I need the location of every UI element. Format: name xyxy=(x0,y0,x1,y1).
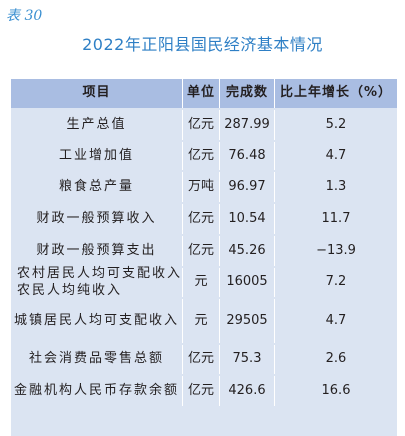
row-growth: 1.3 xyxy=(274,172,397,202)
economic-data-table: 项目 单位 完成数 比上年增长（%） 生产总值 亿元 287.99 5.2 工业… xyxy=(11,79,397,436)
row-growth: 2.6 xyxy=(274,345,397,374)
row-unit: 亿元 xyxy=(182,345,219,374)
row-item: 金融机构人民币存款余额 xyxy=(13,382,179,398)
row-growth: 4.7 xyxy=(274,299,397,343)
header-growth: 比上年增长（%） xyxy=(274,79,397,108)
row-unit: 亿元 xyxy=(182,142,219,170)
row-value: 96.97 xyxy=(219,172,274,202)
row-growth: 16.6 xyxy=(274,376,397,406)
row-unit: 亿元 xyxy=(182,204,219,234)
row-item: 财政一般预算收入 xyxy=(36,210,157,226)
row-growth: 11.7 xyxy=(274,204,397,234)
row-unit: 亿元 xyxy=(182,236,219,266)
row-growth: 4.7 xyxy=(274,142,397,170)
row-growth: 7.2 xyxy=(274,268,397,297)
table-number-label: 表 30 xyxy=(6,8,43,24)
row-item-line2: 农民人均纯收入 xyxy=(17,282,123,298)
row-value: 287.99 xyxy=(219,110,274,140)
row-value: 29505 xyxy=(219,299,274,343)
row-unit: 元 xyxy=(182,299,219,343)
row-unit: 万吨 xyxy=(182,172,219,202)
row-value: 45.26 xyxy=(219,236,274,266)
row-item: 生产总值 xyxy=(66,116,127,132)
header-item: 项目 xyxy=(11,79,182,108)
row-unit: 亿元 xyxy=(182,110,219,140)
row-value: 426.6 xyxy=(219,376,274,406)
row-unit: 亿元 xyxy=(182,376,219,406)
header-unit: 单位 xyxy=(182,79,219,108)
row-item: 粮食总产量 xyxy=(58,178,134,194)
row-item: 城镇居民人均可支配收入 xyxy=(13,312,179,328)
row-item: 财政一般预算支出 xyxy=(36,242,157,258)
row-item: 工业增加值 xyxy=(58,147,134,163)
row-unit: 元 xyxy=(182,268,219,297)
header-value: 完成数 xyxy=(219,79,274,108)
row-item-multiline: 农村居民人均可支配收入 农民人均纯收入 xyxy=(11,266,183,298)
table-title: 2022年正阳县国民经济基本情况 xyxy=(82,35,323,54)
row-growth: 5.2 xyxy=(274,110,397,140)
row-value: 10.54 xyxy=(219,204,274,234)
row-value: 76.48 xyxy=(219,142,274,170)
row-value: 16005 xyxy=(219,268,274,297)
row-item-line1: 农村居民人均可支配收入 xyxy=(17,266,183,282)
row-value: 75.3 xyxy=(219,345,274,374)
row-growth: −13.9 xyxy=(274,236,397,266)
row-item: 社会消费品零售总额 xyxy=(28,351,164,367)
